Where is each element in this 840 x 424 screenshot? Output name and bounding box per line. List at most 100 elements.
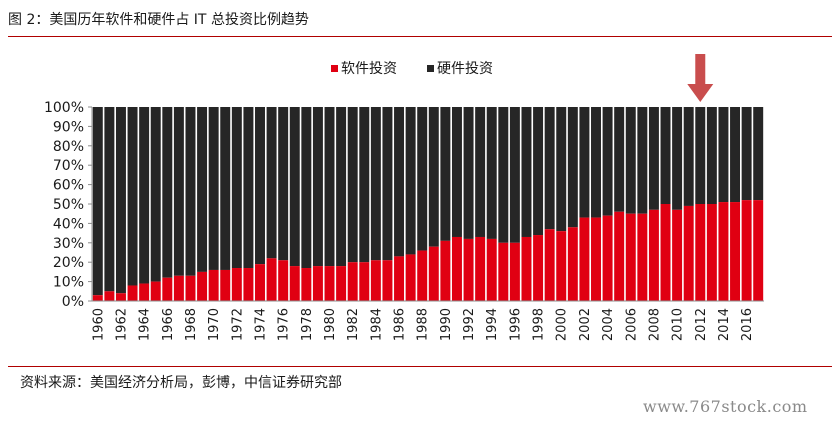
- bar-hardware: [197, 107, 208, 272]
- title-divider: [8, 36, 832, 37]
- bar-hardware: [336, 107, 347, 267]
- bar-hardware: [266, 107, 277, 259]
- bar-hardware: [591, 107, 601, 218]
- y-tick-label: 100%: [44, 100, 84, 116]
- y-tick-label: 30%: [53, 236, 84, 252]
- bar-software: [660, 204, 671, 301]
- bar-software: [197, 271, 208, 301]
- bar-hardware: [394, 107, 405, 257]
- bar-hardware: [428, 107, 439, 247]
- bar-software: [637, 213, 648, 301]
- bar-hardware: [104, 107, 115, 292]
- x-tick-label: 1974: [254, 308, 269, 341]
- bar-software: [220, 269, 231, 301]
- bar-software: [440, 240, 451, 301]
- bar-software: [370, 260, 381, 301]
- bar-hardware: [173, 107, 184, 276]
- bar-software: [359, 262, 370, 301]
- bar-software: [266, 258, 277, 301]
- bar-hardware: [208, 107, 219, 270]
- x-tick-label: 2002: [578, 308, 593, 341]
- bar-hardware: [637, 107, 648, 214]
- bar-software: [672, 209, 683, 301]
- x-tick-label: 1962: [114, 308, 129, 341]
- bar-hardware: [243, 107, 254, 269]
- bar-software: [544, 229, 555, 301]
- bar-software: [417, 250, 428, 301]
- bar-software: [556, 231, 567, 301]
- legend-label: 软件投资: [341, 61, 397, 77]
- bar-software: [463, 238, 474, 301]
- bar-software: [625, 213, 636, 301]
- bar-software: [451, 236, 462, 301]
- bar-hardware: [278, 107, 289, 261]
- bar-hardware: [695, 107, 706, 204]
- bar-hardware: [556, 107, 567, 232]
- bar-hardware: [533, 107, 544, 236]
- y-tick-label: 10%: [53, 275, 84, 291]
- bar-hardware: [347, 107, 358, 263]
- x-tick-label: 1996: [508, 308, 523, 341]
- legend-swatch: [427, 65, 434, 72]
- bar-hardware: [255, 107, 265, 265]
- bar-software: [255, 264, 265, 301]
- bar-hardware: [730, 107, 741, 203]
- bar-hardware: [312, 107, 323, 267]
- bar-software: [185, 275, 196, 301]
- x-tick-label: 1970: [207, 308, 222, 341]
- bar-software: [173, 275, 184, 301]
- bar-software: [231, 268, 242, 301]
- bar-software: [139, 283, 150, 301]
- bar-software: [104, 291, 115, 301]
- down-arrow-icon: [687, 54, 714, 102]
- bar-hardware: [139, 107, 150, 284]
- bar-software: [591, 217, 601, 301]
- bar-hardware: [498, 107, 509, 243]
- x-tick-label: 2010: [671, 308, 686, 341]
- bar-software: [324, 266, 335, 301]
- bar-software: [115, 293, 126, 301]
- legend-swatch: [331, 65, 338, 72]
- bar-hardware: [370, 107, 381, 261]
- bar-hardware: [92, 107, 103, 296]
- x-tick-label: 1998: [532, 308, 547, 341]
- bar-hardware: [231, 107, 242, 269]
- bar-hardware: [660, 107, 671, 204]
- x-tick-label: 1992: [462, 308, 477, 341]
- x-tick-label: 2014: [717, 308, 732, 341]
- bar-software: [498, 242, 509, 301]
- y-tick-label: 20%: [53, 255, 84, 271]
- x-tick-label: 2008: [647, 308, 662, 341]
- bar-hardware: [753, 107, 764, 201]
- bar-hardware: [220, 107, 231, 270]
- bar-software: [614, 211, 625, 301]
- bar-software: [301, 268, 312, 301]
- bar-software: [127, 285, 138, 301]
- x-tick-label: 1990: [439, 308, 454, 341]
- bar-hardware: [741, 107, 752, 201]
- bar-software: [162, 277, 173, 301]
- bar-software: [347, 262, 358, 301]
- bar-hardware: [451, 107, 462, 237]
- x-tick-label: 2004: [601, 308, 616, 341]
- figure-title: 图 2：美国历年软件和硬件占 IT 总投资比例趋势: [8, 12, 309, 28]
- x-tick-label: 1968: [184, 308, 199, 341]
- x-tick-label: 2016: [740, 308, 755, 341]
- y-tick-label: 70%: [53, 158, 84, 174]
- bar-hardware: [382, 107, 393, 261]
- bar-hardware: [486, 107, 497, 239]
- x-tick-label: 1986: [393, 308, 408, 341]
- source-divider: [8, 366, 832, 367]
- bar-hardware: [150, 107, 161, 282]
- x-tick-label: 1964: [138, 308, 153, 341]
- bar-hardware: [672, 107, 683, 210]
- bar-software: [741, 200, 752, 301]
- bar-hardware: [683, 107, 694, 206]
- source-note: 资料来源：美国经济分析局，彭博，中信证券研究部: [20, 375, 342, 391]
- bar-software: [405, 254, 416, 301]
- bar-software: [648, 209, 659, 301]
- x-tick-label: 1960: [91, 308, 106, 341]
- x-tick-label: 2000: [555, 308, 570, 341]
- bar-hardware: [463, 107, 474, 239]
- bar-hardware: [509, 107, 520, 243]
